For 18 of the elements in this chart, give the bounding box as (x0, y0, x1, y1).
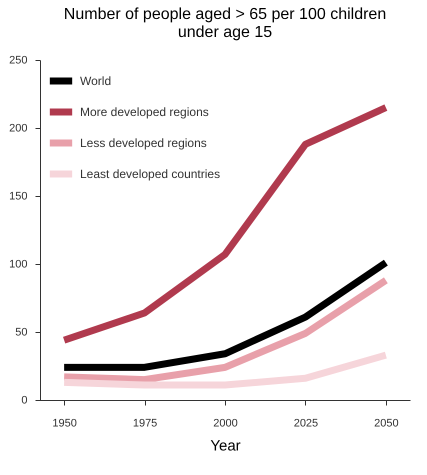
x-axis-title: Year (210, 438, 241, 454)
x-tick-label: 1950 (52, 418, 77, 430)
y-tick-label: 250 (9, 54, 28, 66)
y-tick-label: 150 (9, 190, 28, 202)
legend-label: World (80, 74, 112, 88)
text: Number of people aged > 65 per 100 children (64, 6, 386, 23)
x-tick-label: 2050 (374, 418, 399, 430)
legend-label: Least developed countries (80, 167, 220, 181)
x-tick-label: 1975 (132, 418, 158, 430)
y-tick-label: 100 (9, 258, 28, 270)
y-tick-label: 50 (15, 326, 28, 338)
legend-label: Less developed regions (80, 136, 207, 150)
x-tick-label: 2025 (294, 418, 318, 430)
x-tick-label: 2000 (213, 418, 238, 430)
text: under age 15 (178, 24, 272, 41)
y-tick-label: 0 (21, 394, 28, 406)
legend-label: More developed regions (80, 105, 209, 119)
y-tick-label: 200 (9, 122, 28, 134)
